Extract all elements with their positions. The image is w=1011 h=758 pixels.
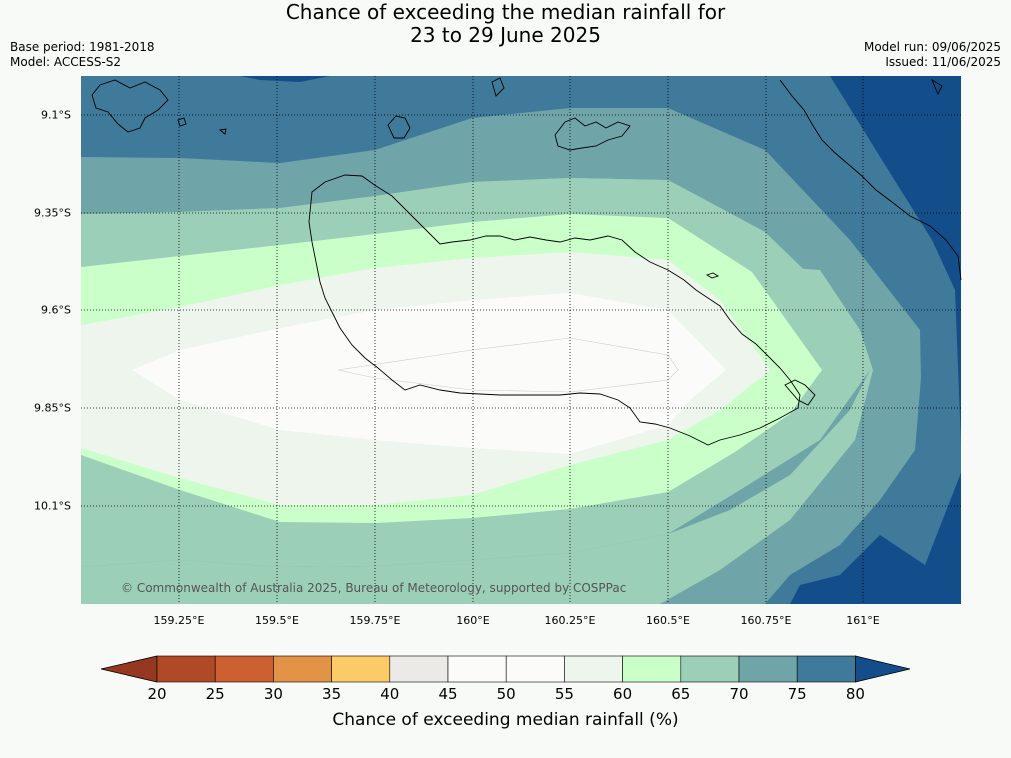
savo-island [705, 272, 720, 279]
colorbar-arrow-high [855, 655, 911, 683]
guadalcanal-coast [308, 174, 801, 446]
lat-label-9-6: 9.6°S [41, 303, 71, 317]
model-name: Model: ACCESS-S2 [10, 55, 122, 69]
colorbar-tick-label: 80 [845, 685, 865, 703]
colorbar-swatch [156, 655, 216, 683]
colorbar-tick-label: 70 [729, 685, 749, 703]
small-island-4 [931, 78, 943, 96]
lat-label-9-1: 9.1°S [41, 108, 71, 122]
chart-title-line1: Chance of exceeding the median rainfall … [285, 0, 726, 24]
ngella-islets [784, 379, 816, 406]
russell-island [387, 115, 411, 139]
new-georgia-coast [91, 79, 169, 133]
lon-label-160: 160°E [456, 614, 490, 627]
colorbar-swatch [738, 655, 798, 683]
issued-date: Issued: 11/06/2025 [885, 55, 1001, 69]
florida-islands [554, 117, 631, 151]
colorbar-swatch [214, 655, 274, 683]
meta-left: Base period: 1981-2018 Model: ACCESS-S2 [10, 40, 155, 70]
contour-45-50 [337, 337, 679, 393]
colorbar-tick-label: 35 [322, 685, 342, 703]
colorbar-tick-label: 55 [554, 685, 574, 703]
colorbar-tick-label: 50 [496, 685, 516, 703]
colorbar-tick-label: 75 [787, 685, 807, 703]
contour-65-70 [81, 178, 873, 604]
coastlines [91, 77, 962, 446]
colorbar-tick-label: 65 [671, 685, 691, 703]
lat-label-9-85: 9.85°S [34, 401, 71, 415]
colorbar-tick-label: 45 [438, 685, 458, 703]
copyright-notice: © Commonwealth of Australia 2025, Bureau… [121, 581, 627, 595]
colorbar-swatch [389, 655, 449, 683]
colorbar-tick-label: 20 [147, 685, 167, 703]
colorbar-swatch [564, 655, 623, 683]
contour-80-plus-top [240, 76, 330, 82]
colorbar-swatch [447, 655, 507, 683]
colorbar [100, 655, 911, 683]
lon-label-161: 161°E [846, 614, 880, 627]
colorbar-swatch [505, 655, 565, 683]
colorbar-tick-label: 60 [613, 685, 633, 703]
colorbar-arrow-low [100, 655, 158, 683]
colorbar-swatch [331, 655, 391, 683]
contour-80-plus [790, 76, 961, 604]
base-period: Base period: 1981-2018 [10, 40, 155, 54]
lat-label-10-1: 10.1°S [34, 499, 71, 513]
meta-right: Model run: 09/06/2025 Issued: 11/06/2025 [864, 40, 1001, 70]
lat-label-9-35: 9.35°S [34, 206, 71, 220]
colorbar-tick-label: 40 [380, 685, 400, 703]
graticule [81, 76, 961, 604]
model-run: Model run: 09/06/2025 [863, 40, 1001, 54]
probability-contours [81, 76, 961, 604]
lon-label-159-5: 159.5°E [255, 614, 299, 627]
lon-label-160-5: 160.5°E [646, 614, 690, 627]
colorbar-swatch [622, 655, 682, 683]
colorbar-swatch [273, 655, 332, 683]
lon-label-159-25: 159.25°E [153, 614, 205, 627]
malaita-coast [779, 79, 962, 281]
lon-label-160-25: 160.25°E [544, 614, 596, 627]
colorbar-swatch [796, 655, 856, 683]
lon-label-160-75: 160.75°E [740, 614, 792, 627]
colorbar-tick-label: 25 [205, 685, 225, 703]
lon-label-159-75: 159.75°E [349, 614, 401, 627]
colorbar-tick-label: 30 [263, 685, 283, 703]
colorbar-swatch [680, 655, 740, 683]
small-island-2 [218, 128, 227, 135]
colorbar-title: Chance of exceeding median rainfall (%) [332, 710, 679, 730]
small-island-3 [491, 77, 505, 97]
chart-title-line2: 23 to 29 June 2025 [410, 23, 601, 47]
